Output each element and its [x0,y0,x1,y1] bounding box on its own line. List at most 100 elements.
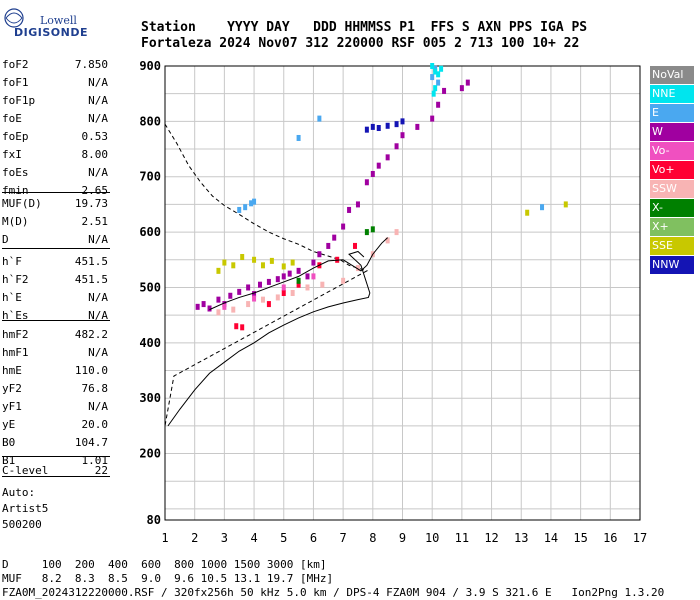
echo-point-sse [525,209,530,216]
param-row: C-level 22 [2,464,108,477]
echo-point-e [436,79,441,86]
echo-point-nne [430,63,435,69]
param-name: B0 [2,436,16,449]
echo-point-e [249,200,254,207]
echo-point-w [201,301,206,308]
param-row: hmF1 N/A [2,346,108,359]
echo-point-w [364,179,369,186]
param-row: fxI 8.00 [2,148,108,161]
param-name: MUF(D) [2,197,42,210]
legend-item: Vo- [650,142,694,160]
param-value: 20.0 [81,418,109,431]
echo-point-w [228,292,233,299]
param-value: N/A [88,94,108,107]
echo-point-w [436,101,441,108]
param-value: N/A [88,166,108,179]
echo-point-w [341,223,346,230]
param-value: N/A [88,233,108,246]
echo-point-w [347,206,352,213]
echo-point-w [459,85,464,92]
echo-point-ssw [216,309,221,316]
param-row: hmF2 482.2 [2,328,108,341]
x-tick-label: 4 [250,531,257,545]
x-tick-label: 12 [484,531,498,545]
param-value: 451.5 [74,255,108,268]
x-tick-label: 3 [221,531,228,545]
separator-line [2,456,110,457]
echo-point-sse [252,256,257,263]
echo-point-w [332,234,337,241]
x-tick-label: 5 [280,531,287,545]
echo-point-nne [433,68,438,75]
x-tick-label: 16 [603,531,617,545]
logo-globe-icon [4,8,24,28]
auto-scaling-line: 500200 [2,518,42,531]
y-tick-label: 600 [139,225,161,239]
param-row: h`F 451.5 [2,255,108,268]
echo-point-nnw [370,123,375,130]
echo-point-e [317,115,322,122]
echo-point-x [364,229,369,236]
x-tick-label: 11 [455,531,469,545]
echo-point-vo [234,323,239,330]
echo-point-nnw [385,122,390,129]
echo-point-w [266,278,271,285]
legend-item: SSW [650,180,694,198]
distance-row: D 100 200 400 600 800 1000 1500 3000 [km… [2,558,327,571]
param-row: yF1 N/A [2,400,108,413]
param-row: h`E N/A [2,291,108,304]
header-labels: Station YYYY DAY DDD HHMMSS P1 FFS S AXN… [141,20,588,35]
param-row: h`F2 451.5 [2,273,108,286]
echo-point-w [281,273,286,280]
legend-item: NoVal [650,66,694,84]
echo-point-vo [281,290,286,296]
echo-point-w [252,291,257,298]
echo-point-sse [231,262,236,269]
param-row: foEp 0.53 [2,130,108,143]
param-value: 0.53 [81,130,109,143]
plot-frame [164,65,641,521]
param-value: 2.65 [81,184,109,197]
param-name: B1 [2,454,16,467]
param-row: B1 1.01 [2,454,108,467]
param-name: foF2 [2,58,29,71]
param-row: foF1p N/A [2,94,108,107]
echo-point-w [237,288,242,295]
echo-point-sse [563,201,568,208]
param-name: fmin [2,184,29,197]
y-tick-label: 700 [139,170,161,184]
echo-point-w [415,123,420,130]
param-value: 2.51 [81,215,109,228]
echo-point-w [317,251,322,258]
separator-line [2,192,110,193]
param-name: C-level [2,464,49,477]
echo-point-nne [431,90,436,97]
x-tick-label: 10 [425,531,439,545]
param-name: D [2,233,9,246]
echo-point-sse [240,254,245,261]
param-row: M(D) 2.51 [2,215,108,228]
echo-point-e [243,204,248,211]
echo-point-nne [433,85,438,92]
separator-line [2,320,110,321]
echo-point-vo [252,295,257,302]
echo-point-w [430,115,435,122]
echo-point-vo [266,301,271,308]
echo-point-w [275,276,280,283]
echo-point-vo [296,281,301,288]
param-name: foEp [2,130,29,143]
param-value: 76.8 [81,382,109,395]
param-row: yF2 76.8 [2,382,108,395]
legend-item: X+ [650,218,694,236]
echo-point-nne [436,71,441,78]
auto-scaling-line: Auto: [2,486,36,499]
echo-point-ssw [341,277,346,284]
echo-point-ssw [385,237,390,244]
x-tick-label: 15 [573,531,587,545]
param-row: B0 104.7 [2,436,108,449]
station-header: Station YYYY DAY DDD HHMMSS P1 FFS S AXN… [141,20,587,52]
x-tick-label: 17 [633,531,647,545]
param-row: h`Es N/A [2,309,108,322]
echo-point-w [195,303,200,310]
